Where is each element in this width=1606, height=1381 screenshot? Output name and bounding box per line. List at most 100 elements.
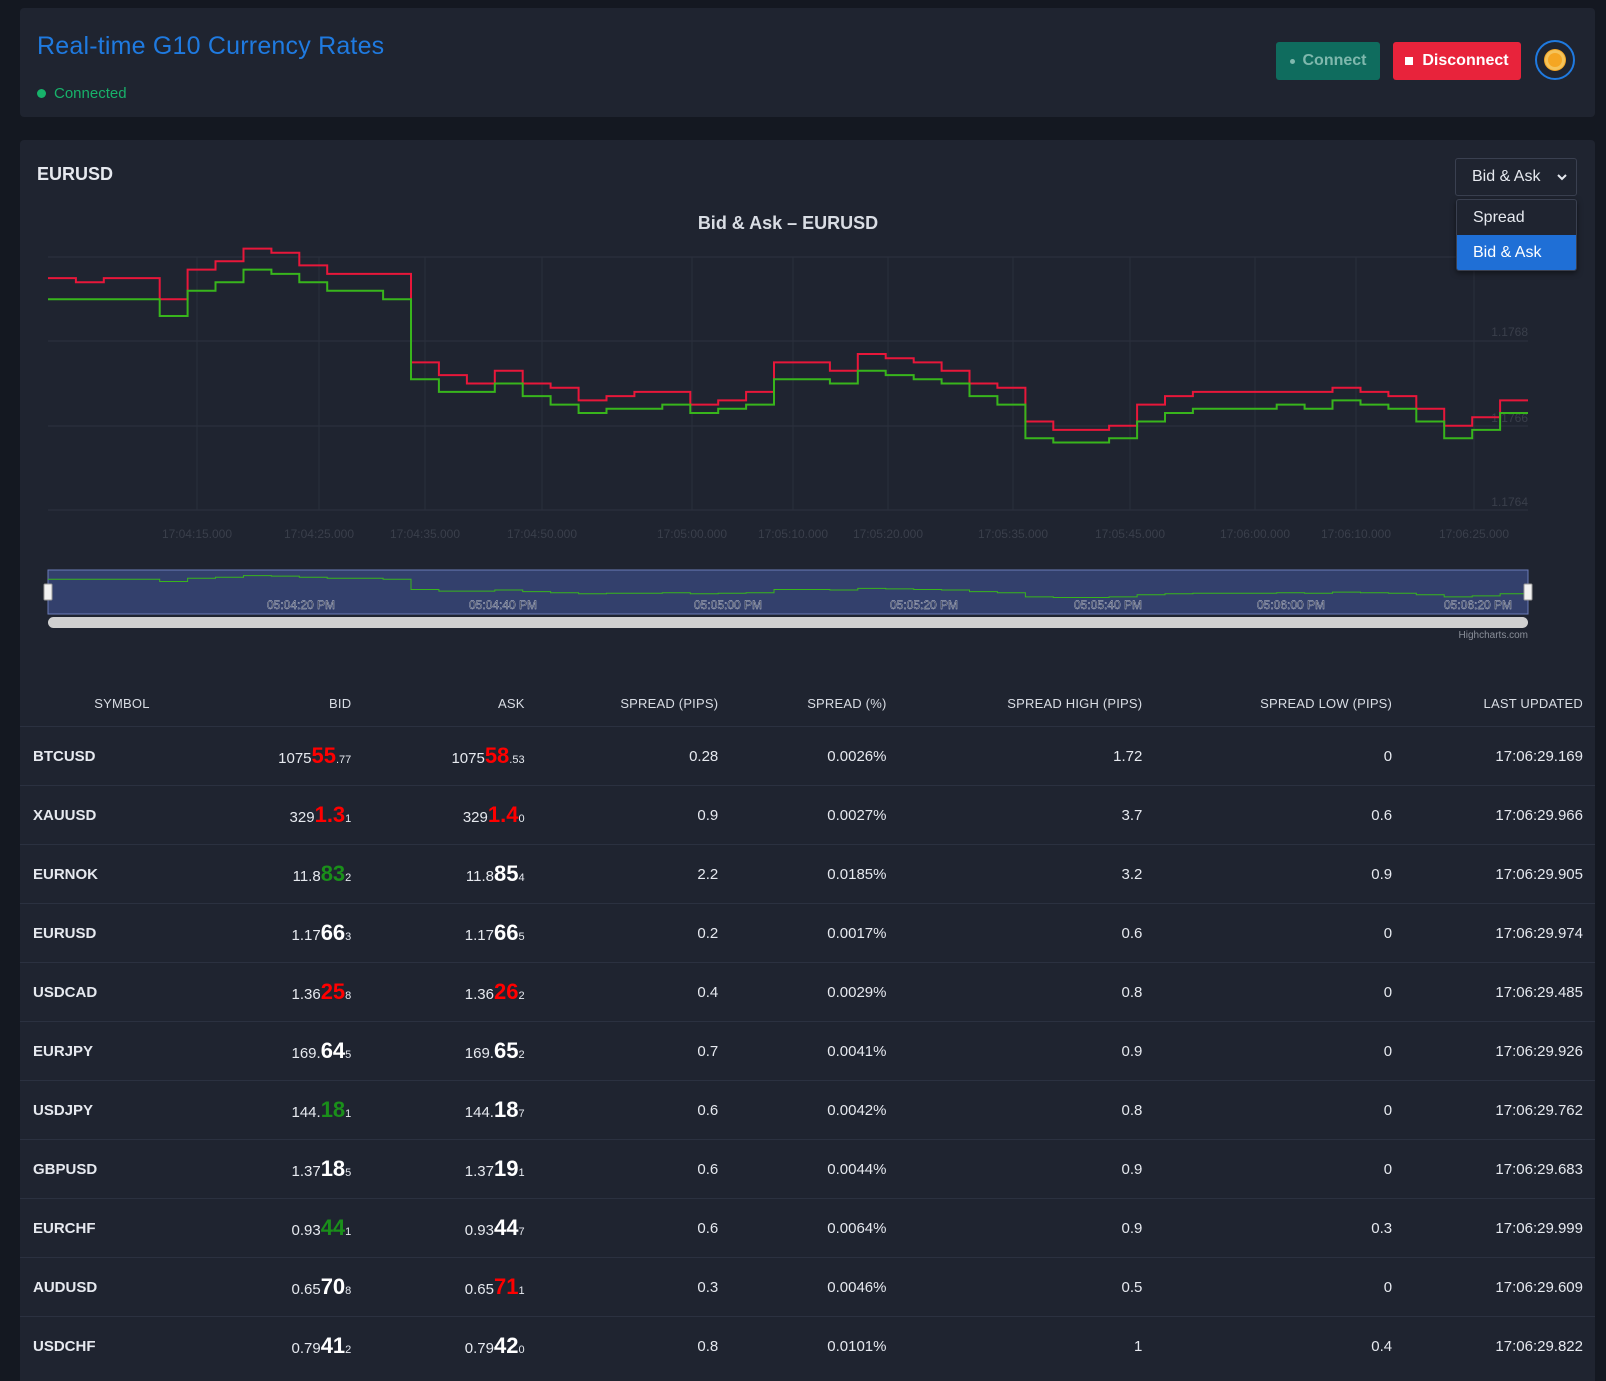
table-row[interactable]: USDCAD 1.36258 1.36262 0.4 0.0029% 0.8 0 17:06:…: [20, 962, 1595, 1022]
cell-symbol: EURCHF: [20, 1198, 224, 1258]
ask-price-big-figure: 85: [493, 861, 519, 886]
cell-symbol: USDCAD: [20, 962, 224, 1022]
navigator-scrollbar[interactable]: [48, 617, 1528, 628]
navigator-left-handle[interactable]: [43, 583, 53, 601]
cell-last-updated: 17:06:29.169: [1392, 726, 1595, 786]
navigator-tick-label: 05:05:00 PM: [694, 598, 762, 612]
column-header-spread-pips[interactable]: SPREAD (PIPS): [620, 695, 719, 711]
table-row[interactable]: EURUSD 1.17663 1.17665 0.2 0.0017% 0.6 0 17:06:…: [20, 903, 1595, 963]
bid-price-pipette: 5: [345, 1167, 352, 1179]
cell-bid-price: 1.17663: [223, 903, 352, 963]
bid-price-prefix: 1075: [278, 750, 312, 767]
ask-price-big-figure: 42: [493, 1333, 519, 1358]
column-header-ask[interactable]: ASK: [497, 695, 525, 711]
bid-price-prefix: 11.8: [292, 868, 321, 885]
bid-price-big-figure: 64: [320, 1038, 346, 1063]
cell-ask-price: 0.79420: [351, 1316, 525, 1375]
rates-table: SYMBOL BID ASK SPREAD (PIPS) SPREAD (%) …: [20, 680, 1595, 1375]
ask-price-big-figure: 1.4: [487, 802, 519, 827]
ask-price-big-figure: 71: [493, 1274, 519, 1299]
cell-spread-pct: 0.0017%: [718, 903, 887, 963]
bid-price-prefix: 169.: [291, 1045, 321, 1062]
connection-status-label: Connected: [54, 85, 127, 102]
cell-ask-price: 169.652: [351, 1021, 525, 1081]
ask-price-pipette: 0: [518, 1344, 525, 1356]
bid-price-prefix: 0.65: [291, 1281, 321, 1298]
cell-spread-high: 0.9: [886, 1139, 1143, 1199]
cell-spread-high: 0.6: [886, 903, 1143, 963]
cell-ask-price: 3291.40: [351, 785, 525, 845]
cell-spread-low: 0.3: [1142, 1198, 1393, 1258]
disconnect-button[interactable]: Disconnect: [1393, 42, 1521, 80]
column-header-spread-high[interactable]: SPREAD HIGH (PIPS): [1007, 695, 1143, 711]
bid-price-pipette: 5: [345, 1049, 352, 1061]
cell-spread-high: 0.9: [886, 1198, 1143, 1258]
table-row[interactable]: XAUUSD 3291.31 3291.40 0.9 0.0027% 3.7 0.6 17:0…: [20, 785, 1595, 845]
ask-price-pipette: 7: [518, 1108, 525, 1120]
x-axis-tick-label: 17:05:35.000: [978, 527, 1048, 541]
cell-spread-pips: 0.4: [524, 962, 719, 1022]
ask-price-pipette: 7: [518, 1226, 525, 1238]
cell-symbol: EURUSD: [20, 903, 224, 963]
connect-button[interactable]: Connect: [1276, 42, 1380, 80]
table-row[interactable]: BTCUSD 107555.77 107558.53 0.28 0.0026% 1.72 0…: [20, 726, 1595, 786]
chart-credit: Highcharts.com: [1459, 630, 1528, 641]
table-row[interactable]: EURJPY 169.645 169.652 0.7 0.0041% 0.9 0 17:06:…: [20, 1021, 1595, 1081]
bid-price-pipette: 2: [345, 1344, 352, 1356]
cell-spread-high: 3.7: [886, 785, 1143, 845]
ask-price-prefix: 144.: [464, 1104, 494, 1121]
dropdown-option-bid-ask[interactable]: Bid & Ask: [1457, 235, 1576, 270]
column-header-spread-low[interactable]: SPREAD LOW (PIPS): [1260, 695, 1393, 711]
bid-price-big-figure: 18: [320, 1097, 346, 1122]
cell-spread-low: 0.9: [1142, 844, 1393, 904]
connection-status: Connected: [37, 85, 127, 102]
navigator-right-handle[interactable]: [1523, 583, 1533, 601]
navigator-tick-label: 05:04:20 PM: [267, 598, 335, 612]
column-header-spread-pct[interactable]: SPREAD (%): [807, 695, 887, 711]
cell-last-updated: 17:06:29.485: [1392, 962, 1595, 1022]
cell-ask-price: 107558.53: [351, 726, 525, 786]
ask-price-pipette: .53: [509, 754, 525, 766]
cell-bid-price: 144.181: [223, 1080, 352, 1140]
bid-ask-chart[interactable]: Bid & Ask – EURUSD 17:04:15.000 17:04:25.0…: [20, 140, 1595, 680]
table-row[interactable]: AUDUSD 0.65708 0.65711 0.3 0.0046% 0.5 0 17:06:…: [20, 1257, 1595, 1317]
table-row[interactable]: EURCHF 0.93441 0.93447 0.6 0.0064% 0.9 0.3 17:0…: [20, 1198, 1595, 1258]
bid-price-big-figure: 25: [320, 979, 346, 1004]
column-header-bid[interactable]: BID: [329, 695, 352, 711]
dropdown-option-spread[interactable]: Spread: [1473, 209, 1525, 226]
cell-spread-high: 0.9: [886, 1021, 1143, 1081]
cell-spread-pips: 0.2: [524, 903, 719, 963]
column-header-symbol[interactable]: SYMBOL: [94, 695, 150, 711]
table-row[interactable]: EURNOK 11.8832 11.8854 2.2 0.0185% 3.2 0.9 17:0…: [20, 844, 1595, 904]
cell-spread-pct: 0.0027%: [718, 785, 887, 845]
cell-spread-low: 0: [1142, 1080, 1393, 1140]
cell-ask-price: 1.36262: [351, 962, 525, 1022]
column-header-last-updated[interactable]: LAST UPDATED: [1483, 695, 1583, 711]
table-row[interactable]: USDJPY 144.181 144.187 0.6 0.0042% 0.8 0 17:06:…: [20, 1080, 1595, 1140]
cell-last-updated: 17:06:29.609: [1392, 1257, 1595, 1317]
chart-symbol-title: EURUSD: [37, 164, 114, 184]
cell-ask-price: 1.37191: [351, 1139, 525, 1199]
bid-series-line: [48, 268, 1528, 444]
cell-spread-low: 0.6: [1142, 785, 1393, 845]
cell-spread-pips: 0.28: [524, 726, 719, 786]
table-row[interactable]: GBPUSD 1.37185 1.37191 0.6 0.0044% 0.9 0 17:06:…: [20, 1139, 1595, 1199]
status-dot-icon: [37, 89, 46, 98]
theme-toggle-button[interactable]: [1535, 40, 1575, 80]
bid-price-big-figure: 1.3: [314, 802, 346, 827]
ask-price-prefix: 169.: [464, 1045, 494, 1062]
table-row[interactable]: USDCHF 0.79412 0.79420 0.8 0.0101% 1 0.4 17:06:…: [20, 1316, 1595, 1375]
cell-last-updated: 17:06:29.966: [1392, 785, 1595, 845]
ask-price-big-figure: 26: [493, 979, 519, 1004]
chart-view-select[interactable]: Bid & Ask: [1455, 158, 1577, 196]
cell-ask-price: 11.8854: [351, 844, 525, 904]
cell-spread-pct: 0.0064%: [718, 1198, 887, 1258]
chart-view-dropdown: Spread Bid & Ask: [1456, 199, 1577, 271]
bid-price-pipette: 1: [345, 813, 352, 825]
bid-price-big-figure: 55: [311, 743, 336, 768]
bid-price-prefix: 0.93: [291, 1222, 321, 1239]
cell-spread-low: 0: [1142, 903, 1393, 963]
ask-price-prefix: 0.79: [464, 1340, 494, 1357]
ask-price-pipette: 2: [518, 990, 525, 1002]
